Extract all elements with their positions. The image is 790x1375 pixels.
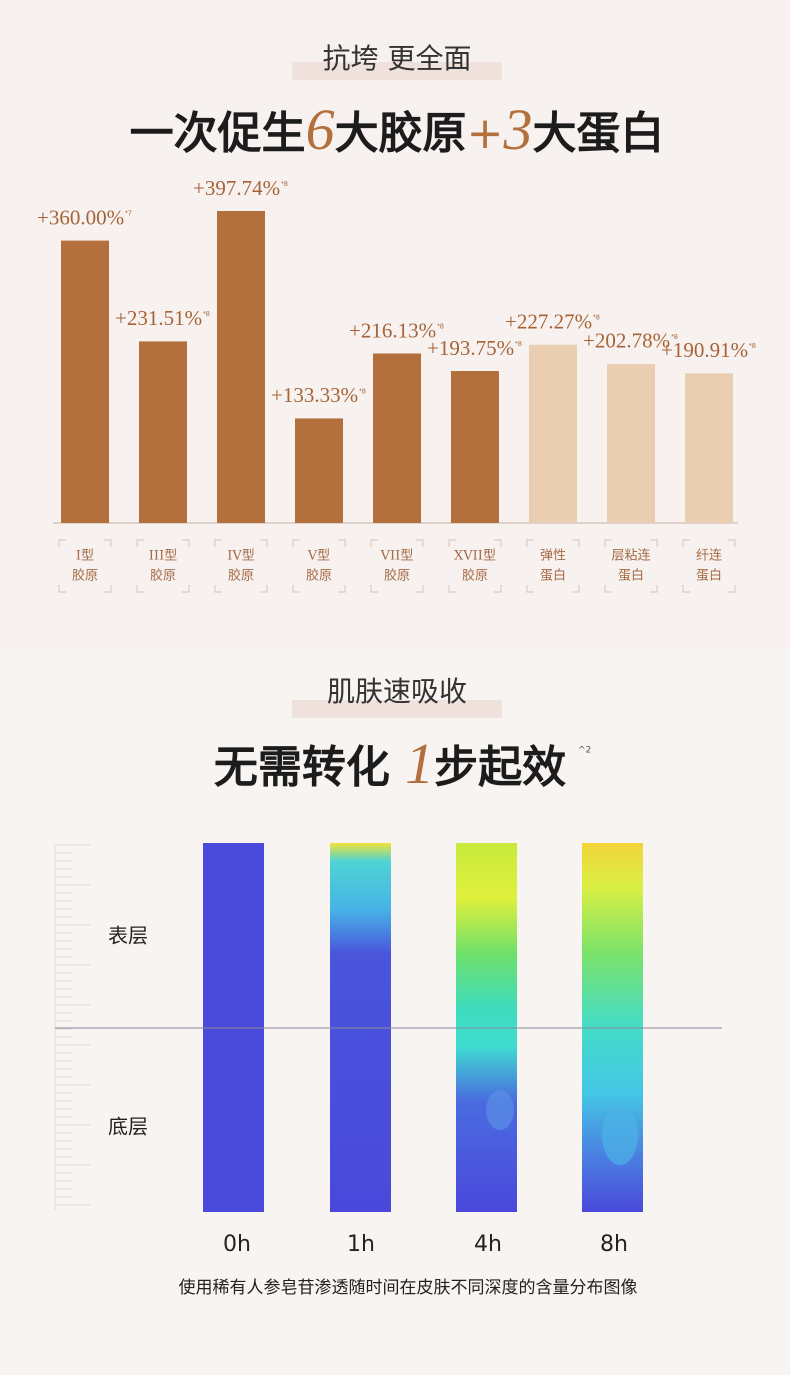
- bar: [373, 353, 421, 523]
- subtitle: 肌肤速吸收: [327, 675, 467, 708]
- headline-part: 大蛋白: [532, 108, 664, 159]
- layer-label: 表层: [108, 924, 148, 948]
- value-label: +193.75%: [427, 336, 514, 360]
- bar: [607, 363, 655, 523]
- category-label: 胶原: [306, 568, 332, 584]
- category-frame: [448, 539, 502, 593]
- category-frame: [370, 539, 424, 593]
- category-label: I型: [76, 549, 94, 564]
- category-label: 蛋白: [618, 568, 644, 584]
- headline-number: 1: [405, 731, 434, 796]
- bar: [61, 240, 109, 523]
- bar: [685, 373, 733, 523]
- category-label: 蛋白: [540, 568, 566, 584]
- value-footnote: *8: [359, 388, 366, 395]
- subtitle-band: [292, 62, 502, 80]
- value-label: +202.78%: [583, 329, 670, 353]
- value-footnote: *8: [671, 334, 678, 341]
- headline-part: 无需转化: [214, 742, 405, 793]
- value-label: +227.27%: [505, 310, 592, 334]
- ruler-ticks: [55, 844, 90, 1206]
- time-label: 1h: [347, 1232, 375, 1257]
- category-frame: [292, 539, 346, 593]
- heatmap-blot: [602, 1105, 638, 1165]
- category-frame: [214, 539, 268, 593]
- bar: [451, 371, 499, 523]
- category-label: 胶原: [72, 568, 98, 584]
- value-footnote: *8: [749, 343, 756, 350]
- value-label: +397.74%: [193, 176, 280, 200]
- headline-part: 步起效: [434, 742, 566, 793]
- headline-part: 大胶原: [335, 108, 467, 159]
- bar: [217, 211, 265, 523]
- value-label: +216.13%: [349, 318, 436, 342]
- headline-part: 一次促生: [130, 108, 306, 159]
- value-footnote: *8: [593, 315, 600, 322]
- subtitle-band: [292, 700, 502, 718]
- category-label: 纤连: [696, 548, 722, 564]
- category-frame: [136, 539, 190, 593]
- bar: [295, 418, 343, 523]
- headline-plus: +: [467, 108, 504, 159]
- category-label: 层粘连: [611, 548, 650, 564]
- category-label: 蛋白: [696, 568, 722, 584]
- bar: [529, 344, 577, 523]
- category-frame: [526, 539, 580, 593]
- category-label: XVII型: [454, 549, 496, 564]
- category-label: V型: [307, 549, 330, 564]
- headline-number: 3: [502, 97, 532, 162]
- category-label: 胶原: [228, 568, 254, 584]
- top-background: [0, 0, 790, 648]
- bar: [139, 341, 187, 523]
- category-label: 弹性: [540, 549, 566, 564]
- category-label: 胶原: [462, 568, 488, 584]
- value-label: +231.51%: [115, 306, 202, 330]
- category-frame: [58, 539, 112, 593]
- value-label: +133.33%: [271, 383, 358, 407]
- layer-label: 底层: [108, 1115, 148, 1139]
- category-label: III型: [149, 549, 177, 564]
- value-footnote: *8: [515, 341, 522, 348]
- caption: 使用稀有人参皂苷渗透随时间在皮肤不同深度的含量分布图像: [179, 1277, 638, 1298]
- value-footnote: *8: [203, 311, 210, 318]
- category-label: IV型: [227, 549, 255, 564]
- value-footnote: *7: [125, 210, 132, 217]
- footnote: ^2: [578, 746, 591, 756]
- headline-number: 6: [306, 97, 335, 162]
- value-label: +360.00%: [37, 205, 124, 229]
- category-label: 胶原: [384, 568, 410, 584]
- subtitle: 抗垮 更全面: [323, 42, 472, 75]
- bottom-background: [0, 648, 790, 1375]
- value-footnote: *8: [437, 323, 444, 330]
- time-label: 0h: [223, 1232, 251, 1257]
- time-label: 4h: [474, 1232, 502, 1257]
- category-label: 胶原: [150, 568, 176, 584]
- value-label: +190.91%: [661, 338, 748, 362]
- heatmap-blot: [486, 1090, 514, 1130]
- category-frame: [682, 539, 736, 593]
- category-frame: [604, 539, 658, 593]
- headline: 一次促生6大胶原+3大蛋白: [130, 97, 665, 162]
- category-label: VII型: [380, 549, 414, 564]
- time-label: 8h: [600, 1232, 628, 1257]
- value-footnote: *8: [281, 181, 288, 188]
- headline: 无需转化 1步起效: [214, 731, 566, 796]
